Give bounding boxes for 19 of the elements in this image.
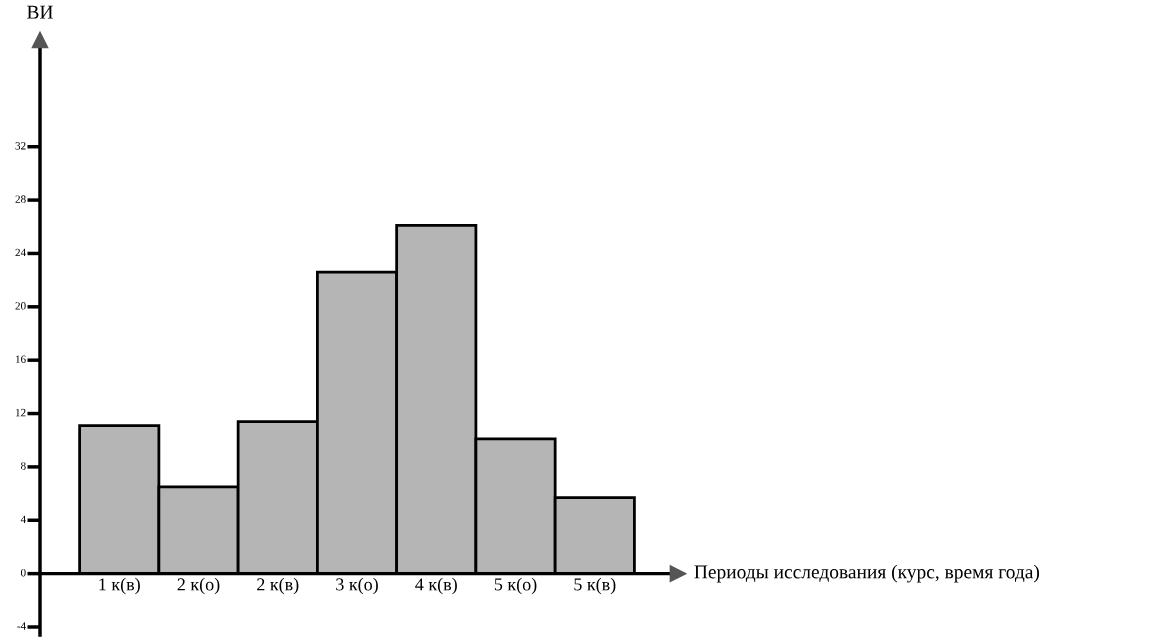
- y-tick-label: 28: [15, 195, 26, 203]
- x-tick-label: 4 к(в): [415, 577, 457, 595]
- y-tick-label: 16: [15, 355, 26, 363]
- x-tick-label: 3 к(о): [336, 577, 378, 595]
- y-tick-label: 0: [20, 568, 26, 577]
- y-axis-title: ВИ: [27, 5, 53, 19]
- y-tick-label: -4: [17, 622, 26, 630]
- x-tick-label: 2 к(в): [257, 577, 299, 595]
- x-axis-title: Периоды исследования (курс, время года): [694, 564, 1040, 583]
- x-tick-label: 1 к(в): [99, 577, 140, 595]
- x-tick-label: 5 к(о): [494, 577, 537, 595]
- y-tick-label: 4: [20, 515, 26, 523]
- x-tick-label: 2 к(о): [177, 577, 220, 595]
- y-tick-label: 20: [15, 302, 26, 310]
- y-tick-label: 8: [20, 462, 26, 470]
- x-tick-label: 5 к(в): [574, 577, 616, 595]
- y-tick-label: 32: [15, 142, 26, 150]
- y-tick-label: 12: [15, 408, 26, 417]
- y-tick-label: 24: [15, 248, 26, 257]
